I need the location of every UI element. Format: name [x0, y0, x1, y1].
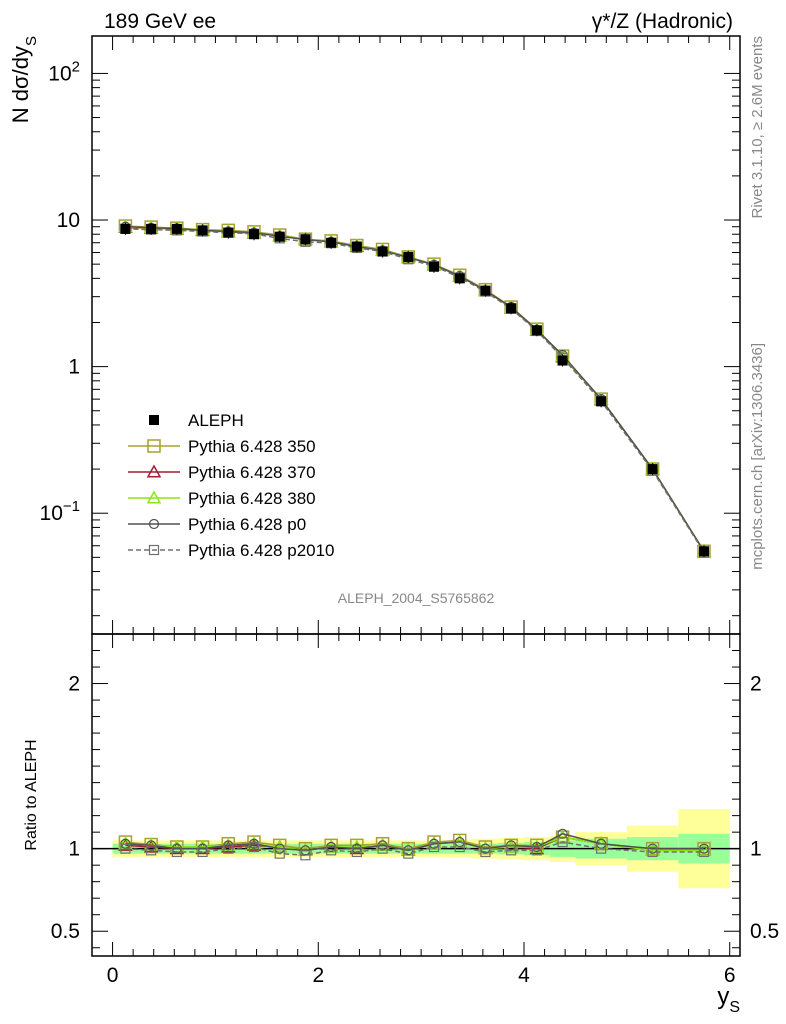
legend-label-p380: Pythia 6.428 380 — [188, 489, 316, 508]
series-point-p2010 — [377, 843, 388, 854]
series-point-p2010 — [274, 848, 285, 859]
series-point-p380 — [645, 842, 660, 856]
header-left-label: 189 GeV ee — [104, 10, 216, 33]
series-point-p2010 — [326, 845, 337, 856]
series-point-p2010 — [480, 846, 491, 858]
legend: ALEPH Pythia 6.428 350 Pythia 6.428 370 Pyt… — [128, 411, 335, 560]
series-point-data — [326, 237, 337, 248]
ratio-panel: 0 2 4 6 0.5 0.5 1 1 2 2 Ratio to ALEPH yS — [23, 36, 779, 1016]
series-point-data — [351, 241, 362, 252]
series-point-data — [403, 251, 414, 262]
series-point-data — [596, 396, 607, 407]
y-tick-label-right: 1 — [750, 838, 762, 861]
series-point-data — [377, 246, 388, 257]
legend-label-p2010: Pythia 6.428 p2010 — [188, 541, 335, 560]
series-point-data — [531, 325, 542, 336]
main-y-axis-label: N dσ/dyS — [8, 36, 40, 123]
legend-marker-p2010 — [148, 544, 160, 556]
series-point-p2010 — [171, 846, 182, 858]
x-tick-label: 6 — [724, 964, 736, 987]
series-point-data — [300, 234, 311, 245]
y-tick-label: 0.5 — [51, 920, 80, 943]
series-point-p2010 — [596, 843, 607, 854]
legend-marker-p0 — [148, 518, 160, 530]
ratio-frame — [91, 633, 741, 957]
y-tick-label-right: 2 — [750, 673, 762, 696]
series-point-data — [506, 303, 517, 314]
x-tick-label: 0 — [107, 964, 119, 987]
series-point-p2010 — [647, 846, 658, 858]
y-tick-label-right: 0.5 — [750, 920, 779, 943]
header-right-label: γ*/Z (Hadronic) — [592, 10, 733, 33]
x-tick-label: 2 — [312, 964, 324, 987]
series-point-data — [699, 546, 709, 557]
series-point-p2010 — [120, 843, 131, 854]
legend-marker-data — [149, 415, 159, 425]
series-point-p2010 — [197, 846, 208, 858]
x-axis-label: yS — [717, 983, 740, 1016]
y-tick-label: 102 — [48, 58, 80, 85]
series-point-p2010 — [698, 846, 710, 858]
series-point-data — [557, 355, 568, 366]
series-point-data — [146, 223, 157, 234]
series-point-p2010 — [300, 850, 311, 861]
main-panel: 10−1 1 10 102 N dσ/dyS — [8, 35, 741, 956]
series-point-p380 — [272, 839, 287, 853]
legend-marker-p380 — [146, 490, 162, 504]
legend-marker-p370 — [146, 464, 162, 478]
series-point-p2010 — [223, 843, 234, 854]
series-point-data — [647, 464, 658, 475]
analysis-watermark: ALEPH_2004_S5765862 — [338, 590, 495, 606]
legend-label-p0: Pythia 6.428 p0 — [188, 515, 306, 534]
x-tick-label: 4 — [518, 964, 530, 987]
y-tick-label: 10−1 — [40, 498, 80, 525]
y-tick-label: 1 — [68, 838, 80, 861]
series-point-p2010 — [531, 845, 542, 856]
series-point-p370 — [529, 841, 545, 855]
series-point-data — [274, 231, 285, 242]
series-point-p2010 — [248, 841, 260, 853]
series-point-data — [120, 223, 131, 234]
series-point-data — [223, 227, 234, 238]
y-tick-label: 2 — [68, 673, 80, 696]
series-point-data — [197, 225, 208, 236]
series-point-p2010 — [351, 846, 362, 858]
series-point-p0 — [557, 828, 568, 839]
legend-label-p350: Pythia 6.428 350 — [188, 437, 316, 456]
series-point-p380 — [696, 842, 712, 856]
series-line-p0 — [125, 833, 704, 852]
legend-label-data: ALEPH — [188, 411, 244, 430]
series-point-data — [171, 223, 182, 234]
rivet-label: Rivet 3.1.10, ≥ 2.6M events — [749, 36, 766, 219]
series-point-p2010 — [146, 845, 157, 856]
series-line-p2010 — [125, 841, 704, 857]
series-point-p2010 — [428, 841, 440, 853]
series-point-p2010 — [454, 841, 465, 853]
ratio-y-axis-label: Ratio to ALEPH — [23, 739, 40, 850]
series-point-data — [429, 261, 439, 272]
y-tick-label: 10 — [57, 209, 80, 232]
mcplots-label: mcplots.cern.ch [arXiv:1306.3436] — [749, 343, 766, 570]
series-point-p2010 — [557, 836, 568, 848]
legend-label-p370: Pythia 6.428 370 — [188, 463, 316, 482]
series-point-data — [249, 229, 259, 240]
y-tick-label: 1 — [68, 356, 80, 379]
legend-marker-p350 — [147, 439, 161, 453]
series-point-p380 — [195, 839, 210, 853]
series-point-data — [480, 285, 491, 296]
series-point-data — [454, 273, 465, 284]
series-point-p2010 — [506, 845, 517, 856]
series-point-p2010 — [403, 848, 414, 859]
